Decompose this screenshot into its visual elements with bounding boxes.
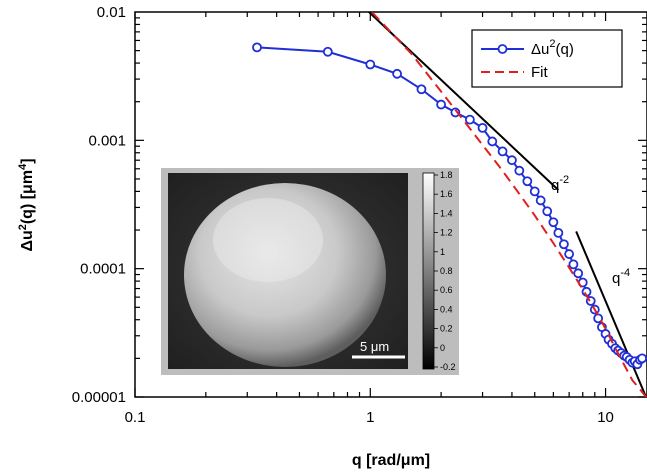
colorbar-tick-label: 0.6 (440, 285, 453, 295)
x-axis-label: q [rad/μm] (352, 452, 430, 469)
data-point (637, 353, 647, 364)
data-point (450, 107, 461, 118)
x-tick-label: 1 (366, 409, 374, 426)
colorbar-tick-label: 1 (440, 247, 445, 257)
y-tick-label: 0.001 (88, 132, 126, 149)
data-point (564, 249, 575, 259)
data-point (392, 68, 402, 79)
legend-series1-label: Δu2(q) (531, 38, 574, 58)
data-point (436, 99, 447, 110)
data-point (322, 46, 333, 57)
data-point (522, 176, 533, 187)
data-point (507, 155, 517, 166)
data-point (548, 217, 559, 228)
data-point (252, 42, 262, 53)
legend-box (471, 29, 623, 88)
colorbar-tick-label: -0.2 (440, 362, 456, 372)
colorbar-tick-label: 1.6 (440, 189, 453, 199)
data-point (529, 186, 540, 197)
annotation-q-4: q-4 (612, 267, 630, 287)
axis-ticks (134, 12, 647, 398)
data-point (464, 114, 475, 125)
series-fit-line (371, 12, 647, 397)
x-tick-label: 10 (597, 409, 614, 426)
data-point (477, 122, 488, 133)
inset-image: 5 μm 1.8 1.6 1.4 1.2 1 0.8 0.6 0.4 0.2 0 -0.2 (161, 168, 459, 375)
legend-fit-label: Fit (531, 64, 548, 81)
colorbar-tick-label: 0 (440, 343, 445, 353)
colorbar-tick-label: 1.8 (440, 170, 453, 180)
data-point (558, 239, 569, 250)
colorbar-tick-label: 0.2 (440, 324, 453, 334)
data-point (487, 136, 498, 147)
annotation-q-2: q-2 (551, 174, 569, 194)
data-point (535, 195, 546, 206)
slope-guide-2 (575, 231, 647, 397)
colorbar-tick-label: 1.2 (440, 228, 453, 238)
colorbar-ticks: 1.8 1.6 1.4 1.2 1 0.8 0.6 0.4 0.2 0 -0.2 (434, 170, 456, 372)
x-tick-label: 0.1 (125, 409, 146, 426)
data-point (542, 206, 553, 217)
y-tick-label: 0.00001 (72, 389, 126, 406)
scale-bar-label: 5 μm (360, 339, 389, 354)
colorbar-tick-label: 0.8 (440, 266, 453, 276)
colorbar-tick-label: 0.4 (440, 304, 453, 314)
colorbar-tick-label: 1.4 (440, 208, 453, 218)
y-tick-label: 0.0001 (80, 261, 126, 278)
plot-frame (134, 11, 647, 398)
data-point (497, 146, 508, 157)
data-point (568, 259, 579, 270)
y-axis-label: Δu2(q) [μm4] (17, 158, 36, 251)
data-point (553, 227, 564, 238)
data-point (365, 59, 376, 70)
legend-series1-marker (497, 44, 508, 54)
legend: Δu2(q) Fit (471, 29, 623, 88)
inset-particle (184, 183, 386, 367)
y-tick-label: 0.01 (97, 4, 126, 21)
series-layer (252, 12, 647, 397)
colorbar (422, 172, 435, 370)
inset-particle-highlight (213, 198, 323, 282)
data-point (514, 165, 525, 176)
data-point (573, 268, 584, 279)
data-point (416, 84, 427, 95)
